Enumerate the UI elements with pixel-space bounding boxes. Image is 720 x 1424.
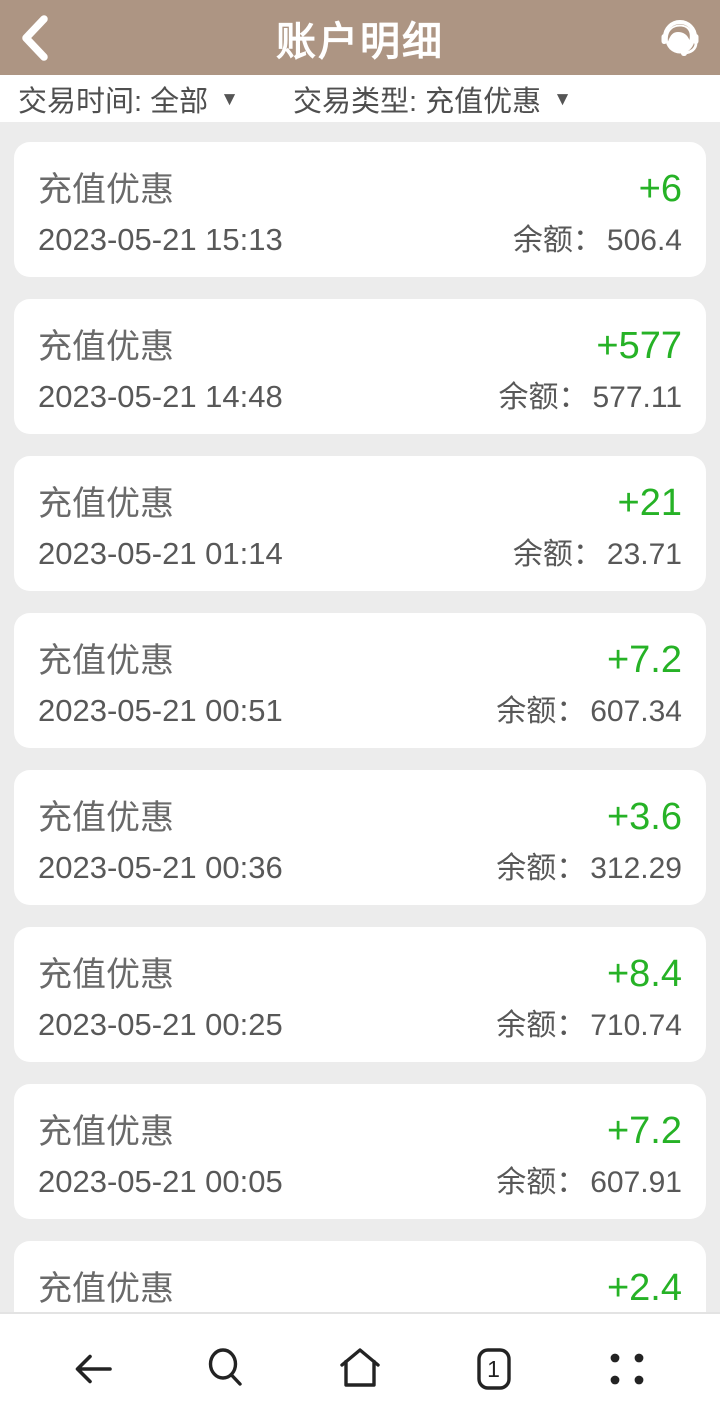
transaction-type: 充值优惠 bbox=[38, 485, 174, 523]
transaction-balance: 余额： 710.74 bbox=[496, 1000, 682, 1044]
transaction-datetime: 2023-05-21 00:25 bbox=[38, 1007, 283, 1042]
filter-transaction-time[interactable]: 交易时间: 全部 ▼ bbox=[18, 78, 239, 120]
balance-label: 余额： bbox=[512, 224, 603, 257]
back-button[interactable] bbox=[16, 10, 64, 66]
balance-value: 577.11 bbox=[592, 381, 682, 414]
transaction-card[interactable]: 充值优惠 +6 2023-05-21 15:13 余额： 506.4 bbox=[14, 142, 706, 277]
search-icon bbox=[209, 1348, 243, 1386]
filter-type-label: 交易类型: bbox=[292, 85, 426, 118]
transaction-balance: 余额： 23.71 bbox=[513, 529, 682, 573]
transaction-balance: 余额： 607.34 bbox=[496, 686, 682, 730]
nav-search-button[interactable] bbox=[186, 1329, 266, 1409]
transaction-balance: 余额： 607.91 bbox=[496, 1157, 682, 1201]
tabs-icon bbox=[476, 1348, 511, 1390]
nav-home-button[interactable] bbox=[320, 1329, 400, 1409]
balance-label: 余额： bbox=[512, 538, 603, 571]
nav-tabs-button[interactable]: 1 bbox=[454, 1329, 534, 1409]
transaction-card[interactable]: 充值优惠 +7.2 2023-05-21 00:05 余额： 607.91 bbox=[14, 1084, 706, 1219]
transaction-datetime: 2023-05-21 14:48 bbox=[38, 379, 283, 414]
transaction-datetime: 2023-05-21 15:13 bbox=[38, 222, 283, 257]
transaction-amount: +8.4 bbox=[606, 953, 682, 995]
balance-label: 余额： bbox=[496, 1009, 587, 1042]
transaction-type: 充值优惠 bbox=[38, 1270, 174, 1308]
transaction-balance: 余额： 312.29 bbox=[496, 843, 682, 887]
app-header: 账户明细 bbox=[0, 0, 720, 75]
balance-value: 607.91 bbox=[590, 1166, 682, 1199]
filter-time-value: 全部 bbox=[150, 85, 209, 118]
browser-nav-bar: 1 bbox=[0, 1312, 720, 1424]
filter-time-label: 交易时间: bbox=[18, 85, 151, 118]
home-icon bbox=[340, 1348, 380, 1387]
balance-label: 余额： bbox=[496, 852, 587, 885]
transaction-card[interactable]: 充值优惠 +7.2 2023-05-21 00:51 余额： 607.34 bbox=[14, 613, 706, 748]
transaction-datetime: 2023-05-21 00:05 bbox=[38, 1164, 283, 1199]
transaction-amount: +577 bbox=[596, 325, 682, 367]
balance-label: 余额： bbox=[496, 695, 587, 728]
transaction-type: 充值优惠 bbox=[38, 799, 174, 837]
transaction-type: 充值优惠 bbox=[38, 956, 174, 994]
balance-value: 506.4 bbox=[606, 224, 682, 257]
transaction-balance: 余额： 577.11 bbox=[498, 372, 682, 416]
balance-label: 余额： bbox=[498, 381, 589, 414]
transaction-datetime: 2023-05-21 00:51 bbox=[38, 693, 283, 728]
transaction-datetime: 2023-05-21 00:36 bbox=[38, 850, 283, 885]
customer-service-button[interactable] bbox=[652, 10, 704, 66]
dropdown-arrow-icon: ▼ bbox=[553, 88, 572, 110]
balance-value: 607.34 bbox=[590, 695, 682, 728]
balance-value: 23.71 bbox=[606, 538, 682, 571]
transaction-card[interactable]: 充值优惠 +577 2023-05-21 14:48 余额： 577.11 bbox=[14, 299, 706, 434]
transaction-amount: +21 bbox=[617, 482, 682, 524]
balance-value: 312.29 bbox=[590, 852, 682, 885]
transaction-amount: +7.2 bbox=[606, 1110, 682, 1152]
filter-type-value: 充值优惠 bbox=[425, 85, 542, 118]
chevron-left-icon bbox=[22, 14, 48, 61]
transaction-balance: 余额： 506.4 bbox=[513, 215, 682, 259]
filter-bar: 交易时间: 全部 ▼ 交易类型: 充值优惠 ▼ bbox=[0, 75, 720, 122]
balance-value: 710.74 bbox=[590, 1009, 682, 1042]
transaction-type: 充值优惠 bbox=[38, 171, 174, 209]
transaction-list[interactable]: 充值优惠 +6 2023-05-21 15:13 余额： 506.4 充值优惠 +… bbox=[0, 122, 720, 1312]
customer-service-icon bbox=[661, 19, 699, 56]
transaction-type: 充值优惠 bbox=[38, 1113, 174, 1151]
dropdown-arrow-icon: ▼ bbox=[220, 88, 239, 110]
transaction-card[interactable]: 充值优惠 +8.4 2023-05-21 00:25 余额： 710.74 bbox=[14, 927, 706, 1062]
menu-dots-icon bbox=[610, 1353, 644, 1385]
transaction-amount: +7.2 bbox=[606, 639, 682, 681]
transaction-card[interactable]: 充值优惠 +2.4 bbox=[14, 1241, 706, 1312]
arrow-left-icon bbox=[75, 1354, 112, 1384]
transaction-type: 充值优惠 bbox=[38, 642, 174, 680]
balance-label: 余额： bbox=[496, 1166, 587, 1199]
transaction-datetime: 2023-05-21 01:14 bbox=[38, 536, 283, 571]
nav-menu-button[interactable] bbox=[587, 1329, 667, 1409]
transaction-amount: +3.6 bbox=[606, 796, 682, 838]
tab-count: 1 bbox=[487, 1356, 500, 1382]
transaction-amount: +6 bbox=[638, 168, 682, 210]
transaction-amount: +2.4 bbox=[606, 1267, 682, 1309]
nav-back-button[interactable] bbox=[53, 1329, 133, 1409]
filter-transaction-type[interactable]: 交易类型: 充值优惠 ▼ bbox=[293, 78, 572, 120]
transaction-card[interactable]: 充值优惠 +3.6 2023-05-21 00:36 余额： 312.29 bbox=[14, 770, 706, 905]
transaction-card[interactable]: 充值优惠 +21 2023-05-21 01:14 余额： 23.71 bbox=[14, 456, 706, 591]
transaction-type: 充值优惠 bbox=[38, 328, 174, 366]
page-title: 账户明细 bbox=[276, 19, 444, 64]
